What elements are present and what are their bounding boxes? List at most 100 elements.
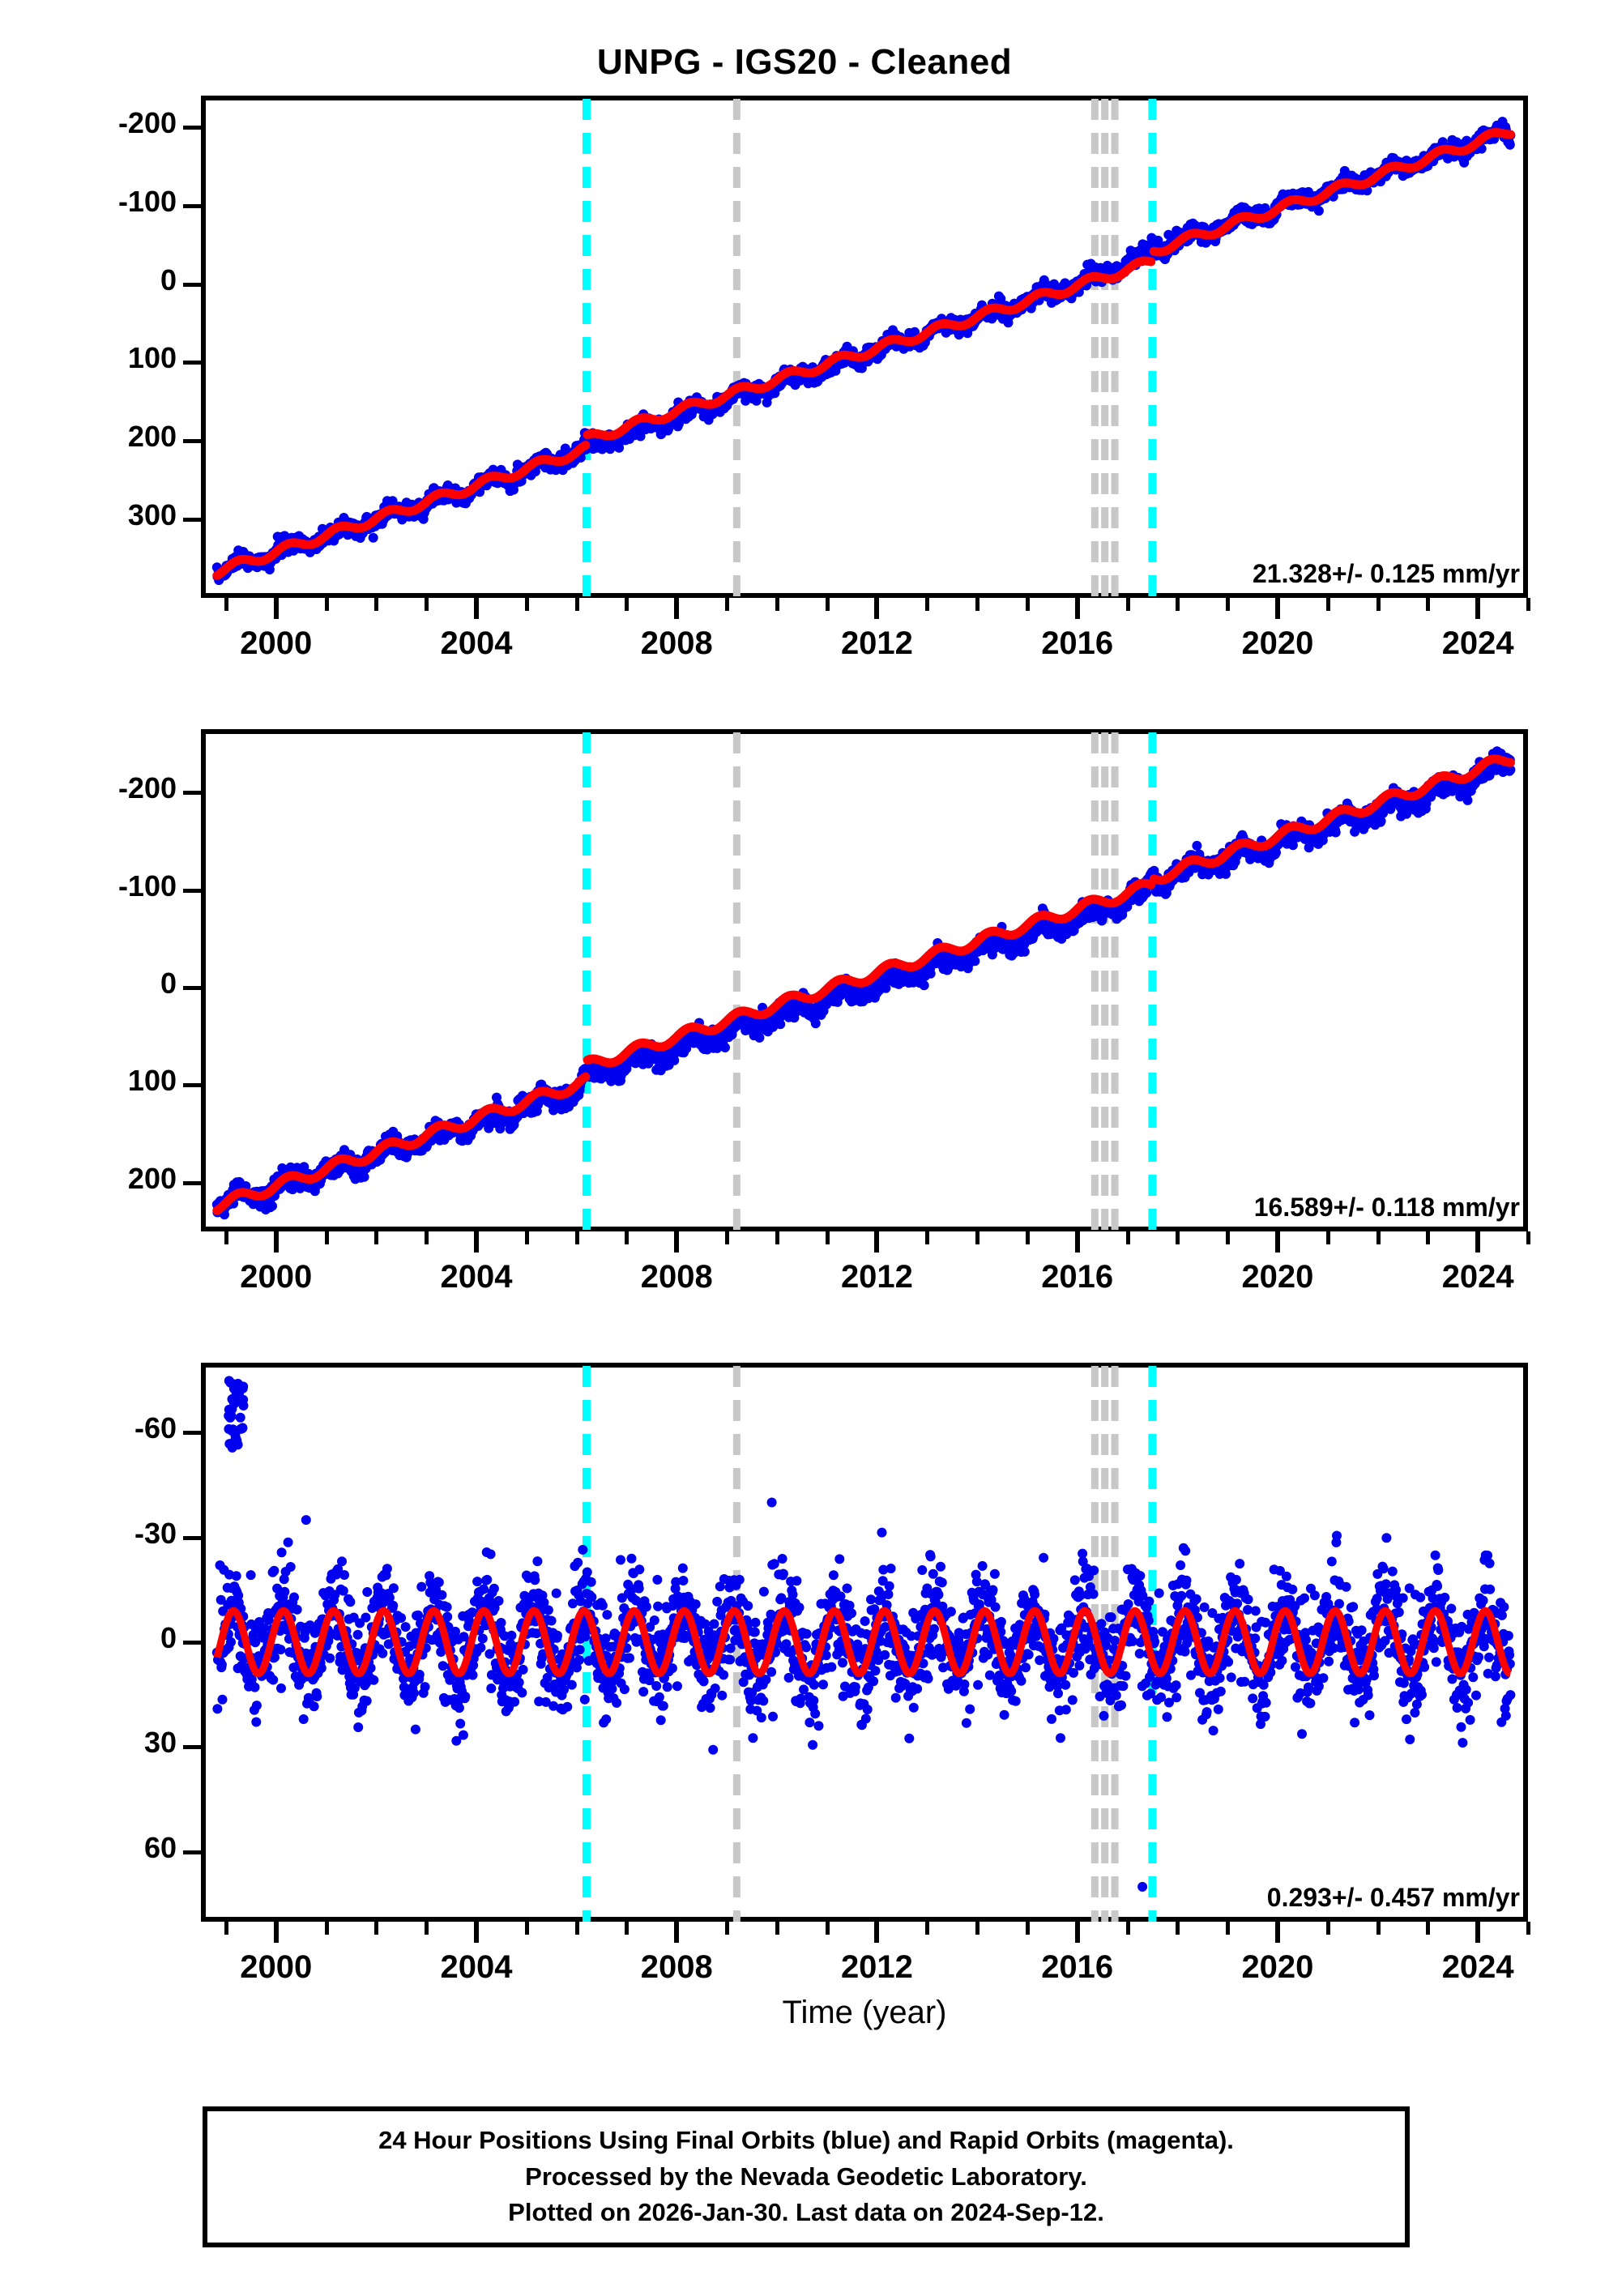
y-tick-label-up-30: -30 xyxy=(134,1516,177,1550)
x-tick-mark-east-2021 xyxy=(1325,598,1330,611)
x-tick-mark-north-2005 xyxy=(524,1231,529,1244)
x-tick-mark-north-2003 xyxy=(425,1231,429,1244)
x-tick-mark-east-2013 xyxy=(925,598,930,611)
x-tick-mark-up-2001 xyxy=(324,1922,329,1935)
caption-box: 24 Hour Positions Using Final Orbits (bl… xyxy=(203,2106,1410,2247)
x-tick-mark-north-2015 xyxy=(1025,1231,1030,1244)
x-tick-label-up-2008: 2008 xyxy=(640,1949,713,1985)
page-title: UNPG - IGS20 - Cleaned xyxy=(596,42,1013,82)
x-tick-mark-up-2024 xyxy=(1475,1922,1481,1943)
x-tick-mark-up-2002 xyxy=(374,1922,379,1935)
y-tick-label-north-100: -100 xyxy=(117,868,177,903)
panel-north-canvas xyxy=(201,729,1528,1231)
y-tick-label-up--30: 30 xyxy=(143,1726,177,1760)
y-tick-label-north--200: 200 xyxy=(127,1161,177,1195)
x-tick-mark-east-2010 xyxy=(775,598,779,611)
y-tick-mark-north--200 xyxy=(183,1180,201,1185)
x-tick-mark-up-2003 xyxy=(425,1922,429,1935)
x-tick-mark-north-2009 xyxy=(725,1231,730,1244)
caption-line-3: Plotted on 2026-Jan-30. Last data on 202… xyxy=(508,2198,1104,2227)
x-tick-label-north-2012: 2012 xyxy=(840,1259,913,1295)
y-tick-mark-up--60 xyxy=(183,1850,201,1854)
x-tick-label-north-2016: 2016 xyxy=(1041,1259,1114,1295)
x-tick-mark-east-2000 xyxy=(273,598,279,619)
x-tick-mark-east-2005 xyxy=(524,598,529,611)
x-tick-label-north-2008: 2008 xyxy=(640,1259,713,1295)
y-tick-mark-up-30 xyxy=(183,1535,201,1540)
x-tick-mark-east-2001 xyxy=(324,598,329,611)
x-tick-label-north-2000: 2000 xyxy=(240,1259,313,1295)
x-tick-label-east-2020: 2020 xyxy=(1241,625,1314,661)
x-tick-mark-up-2006 xyxy=(574,1922,579,1935)
panel-north xyxy=(201,729,1528,1231)
y-tick-label-north-200: -200 xyxy=(117,771,177,805)
x-tick-mark-east-2018 xyxy=(1176,598,1180,611)
x-tick-mark-north-2007 xyxy=(625,1231,630,1244)
y-tick-mark-north--100 xyxy=(183,1083,201,1088)
x-tick-label-east-2024: 2024 xyxy=(1441,625,1514,661)
x-tick-mark-east-2011 xyxy=(825,598,830,611)
x-tick-mark-north-2006 xyxy=(574,1231,579,1244)
x-axis-label: Time (year) xyxy=(782,1995,947,2030)
x-tick-mark-up-2004 xyxy=(473,1922,479,1943)
x-tick-mark-up-2022 xyxy=(1376,1922,1381,1935)
x-tick-mark-up-2010 xyxy=(775,1922,779,1935)
x-tick-mark-east-2023 xyxy=(1426,598,1431,611)
panel-east xyxy=(201,96,1528,598)
x-tick-mark-north-2020 xyxy=(1274,1231,1280,1253)
y-tick-mark-east-300 xyxy=(183,125,201,130)
x-tick-mark-up-2008 xyxy=(674,1922,680,1943)
rate-annotation-north: 16.589+/- 0.118 mm/yr xyxy=(1253,1193,1520,1222)
x-tick-mark-north-2012 xyxy=(874,1231,880,1253)
x-tick-mark-north-2017 xyxy=(1125,1231,1130,1244)
y-tick-mark-east-200 xyxy=(183,203,201,208)
y-tick-label-north--100: 100 xyxy=(127,1064,177,1098)
x-tick-label-north-2020: 2020 xyxy=(1241,1259,1314,1295)
y-tick-label-east-200: -100 xyxy=(117,184,177,218)
y-tick-mark-up-0 xyxy=(183,1641,201,1645)
x-tick-mark-north-2019 xyxy=(1226,1231,1231,1244)
x-tick-mark-east-2019 xyxy=(1226,598,1231,611)
y-tick-label-east--200: 300 xyxy=(127,498,177,532)
y-tick-mark-east--200 xyxy=(183,518,201,523)
x-tick-mark-north-2025 xyxy=(1526,1231,1530,1244)
x-tick-label-up-2012: 2012 xyxy=(840,1949,913,1985)
panel-up xyxy=(201,1363,1528,1922)
x-tick-mark-east-2012 xyxy=(874,598,880,619)
x-tick-mark-up-2020 xyxy=(1274,1922,1280,1943)
x-tick-mark-up-2011 xyxy=(825,1922,830,1935)
x-tick-mark-up-2007 xyxy=(625,1922,630,1935)
y-tick-label-north-0: 0 xyxy=(160,967,177,1001)
x-tick-mark-up-2015 xyxy=(1025,1922,1030,1935)
x-tick-mark-up-2016 xyxy=(1074,1922,1080,1943)
x-tick-mark-north-2002 xyxy=(374,1231,379,1244)
x-tick-label-east-2000: 2000 xyxy=(240,625,313,661)
y-tick-mark-north-200 xyxy=(183,791,201,796)
y-tick-label-up-60: -60 xyxy=(134,1411,177,1445)
x-tick-mark-up-2021 xyxy=(1325,1922,1330,1935)
caption-line-1: 24 Hour Positions Using Final Orbits (bl… xyxy=(378,2125,1234,2154)
y-tick-mark-east-0 xyxy=(183,361,201,365)
x-tick-mark-up-2014 xyxy=(975,1922,980,1935)
x-tick-mark-east-2017 xyxy=(1125,598,1130,611)
x-tick-mark-north-2014 xyxy=(975,1231,980,1244)
x-tick-mark-east-2004 xyxy=(473,598,479,619)
y-tick-mark-north-0 xyxy=(183,986,201,991)
x-tick-mark-north-2018 xyxy=(1176,1231,1180,1244)
x-tick-mark-north-1999 xyxy=(224,1231,228,1244)
x-tick-mark-east-2024 xyxy=(1475,598,1481,619)
x-tick-mark-up-2017 xyxy=(1125,1922,1130,1935)
caption-line-2: Processed by the Nevada Geodetic Laborat… xyxy=(525,2162,1087,2191)
x-tick-mark-north-2021 xyxy=(1325,1231,1330,1244)
y-tick-label-up--60: 60 xyxy=(143,1830,177,1864)
x-tick-mark-up-2000 xyxy=(273,1922,279,1943)
x-tick-label-east-2008: 2008 xyxy=(640,625,713,661)
x-tick-mark-east-2025 xyxy=(1526,598,1530,611)
x-tick-mark-east-2006 xyxy=(574,598,579,611)
x-tick-mark-north-2001 xyxy=(324,1231,329,1244)
x-tick-label-north-2024: 2024 xyxy=(1441,1259,1514,1295)
y-tick-mark-up--30 xyxy=(183,1745,201,1750)
x-tick-label-up-2020: 2020 xyxy=(1241,1949,1314,1985)
x-tick-mark-up-2025 xyxy=(1526,1922,1530,1935)
